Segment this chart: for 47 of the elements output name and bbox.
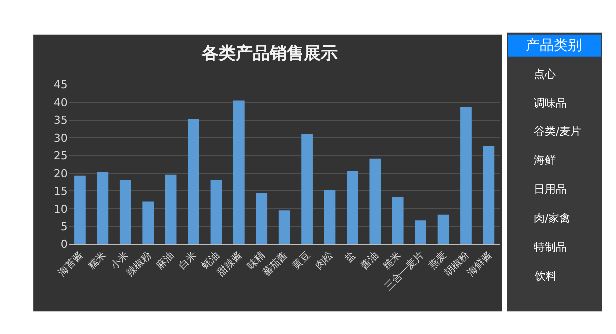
text: 肉/家禽 [534, 212, 571, 225]
y-tick-label: 35 [54, 114, 68, 128]
bar [210, 180, 222, 244]
x-tick-label: 黄豆 [290, 250, 313, 272]
text: 点心 [534, 68, 556, 81]
text: 日用品 [534, 183, 567, 196]
bar [483, 146, 495, 244]
bar [120, 180, 132, 244]
text: 谷类/麦片 [534, 125, 582, 138]
bar [233, 100, 245, 244]
bar [97, 172, 109, 244]
y-tick-label: 5 [60, 220, 68, 234]
y-tick-label: 40 [54, 96, 68, 110]
x-tick-label: 酱油 [358, 250, 382, 272]
bar [142, 202, 154, 244]
y-tick-label: 25 [54, 150, 68, 163]
y-tick-label: 15 [54, 185, 68, 198]
x-tick-label: 麻油 [154, 250, 177, 272]
x-tick-label: 糯米 [86, 250, 109, 272]
bar [278, 210, 290, 244]
x-tick-label: 白米 [176, 250, 200, 272]
bar [324, 190, 336, 244]
bar [347, 171, 358, 244]
y-tick-label: 45 [54, 78, 68, 92]
y-tick-label: 20 [54, 167, 68, 180]
bar [165, 174, 177, 244]
y-tick-label: 0 [60, 238, 68, 252]
x-tick-label: 海苔酱 [56, 250, 86, 280]
x-tick-label: 盐 [342, 250, 358, 266]
bar [370, 158, 382, 244]
x-tick-label: 肉松 [313, 250, 336, 272]
bar [460, 107, 472, 244]
bar [188, 119, 200, 244]
text: 饮料 [534, 270, 557, 283]
bar [256, 192, 268, 244]
y-tick-label: 10 [54, 202, 68, 216]
bar [438, 214, 450, 244]
bar [415, 220, 426, 244]
text: 特制品 [534, 241, 567, 254]
chart-title: 各类产品销售展示 [201, 44, 338, 64]
y-tick-label: 30 [54, 132, 68, 145]
bar [74, 176, 86, 244]
text: 产品类别 [526, 38, 582, 54]
bar [302, 134, 313, 244]
text: 海鲜 [534, 154, 556, 167]
bar [392, 197, 404, 244]
text: 调味品 [534, 97, 567, 110]
